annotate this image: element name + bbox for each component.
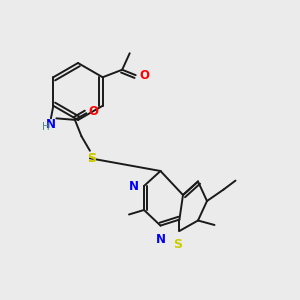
Text: H: H [42,122,50,132]
Text: O: O [89,105,99,118]
Text: N: N [46,118,56,131]
Text: S: S [87,152,96,165]
Text: O: O [139,69,149,82]
Text: N: N [129,179,139,193]
Text: S: S [173,238,182,250]
Text: S: S [87,152,96,165]
Text: N: N [155,233,166,246]
